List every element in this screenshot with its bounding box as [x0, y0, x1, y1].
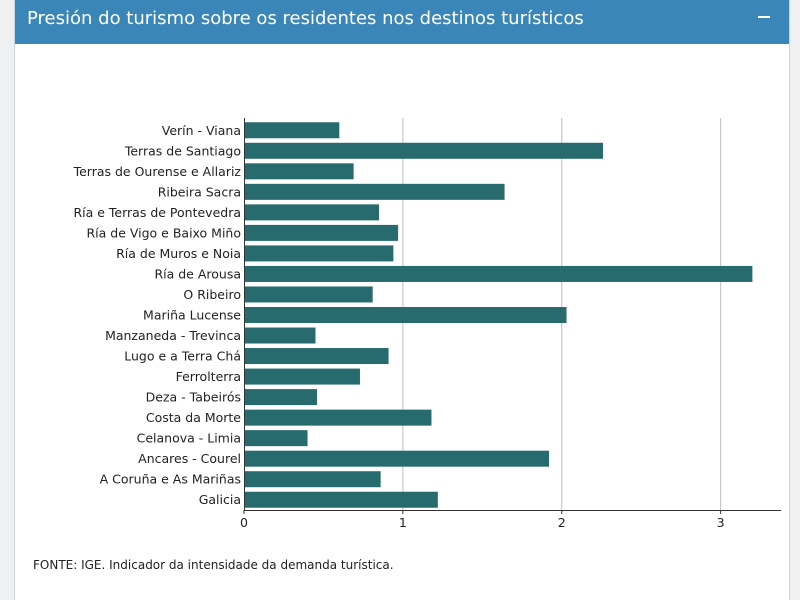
category-label: Ribeira Sacra: [158, 184, 241, 199]
bar: [244, 450, 550, 467]
bar: [244, 368, 360, 385]
bar: [244, 163, 354, 180]
bar: [244, 142, 604, 159]
category-label: A Coruña e As Mariñas: [100, 472, 241, 487]
category-label: Ferrolterra: [176, 369, 241, 384]
category-label: Mariña Lucense: [143, 308, 241, 323]
collapse-button[interactable]: [753, 6, 775, 28]
x-tick-label: 2: [558, 515, 566, 530]
bar: [244, 389, 318, 406]
bar: [244, 183, 505, 200]
bar: [244, 224, 399, 241]
x-tick-label: 1: [399, 515, 407, 530]
category-label: Ría e Terras de Pontevedra: [73, 205, 241, 220]
bar: [244, 245, 394, 262]
source-note: FONTE: IGE. Indicador da intensidade da …: [33, 558, 394, 572]
x-tick-label: 3: [717, 515, 725, 530]
category-label: O Ribeiro: [183, 287, 241, 302]
category-label: Ría de Muros e Noia: [116, 246, 241, 261]
bar: [244, 204, 380, 221]
category-label: Ría de Arousa: [154, 266, 241, 281]
bar: [244, 409, 432, 426]
category-label: Manzaneda - Trevinca: [105, 328, 241, 343]
bar: [244, 430, 308, 447]
panel-header: Presión do turismo sobre os residentes n…: [15, 0, 789, 44]
chart-panel: Presión do turismo sobre os residentes n…: [14, 0, 790, 600]
bar: [244, 307, 567, 323]
category-label: Ría de Vigo e Baixo Miño: [86, 225, 241, 240]
category-label: Celanova - Limia: [137, 431, 241, 446]
category-label: Terras de Ourense e Allariz: [73, 164, 242, 179]
category-label: Galicia: [199, 492, 241, 507]
minus-icon: [758, 16, 770, 18]
bar: [244, 491, 438, 508]
bar: [244, 122, 340, 139]
category-label: Costa da Morte: [146, 410, 241, 425]
bar: [244, 327, 316, 344]
category-label: Terras de Santiago: [124, 143, 241, 158]
panel-title: Presión do turismo sobre os residentes n…: [27, 8, 584, 29]
category-label: Lugo e a Terra Chá: [124, 349, 241, 364]
x-tick-label: 0: [240, 515, 248, 530]
category-label: Verín - Viana: [162, 123, 241, 138]
bar: [244, 348, 389, 365]
bar-chart: Verín - Viana Terras de Santiago Terras de…: [73, 118, 781, 530]
category-label: Ancares - Courel: [138, 451, 241, 466]
bar: [244, 286, 373, 303]
category-label: Deza - Tabeirós: [146, 390, 241, 405]
bar: [244, 471, 381, 488]
bar: [244, 265, 753, 282]
